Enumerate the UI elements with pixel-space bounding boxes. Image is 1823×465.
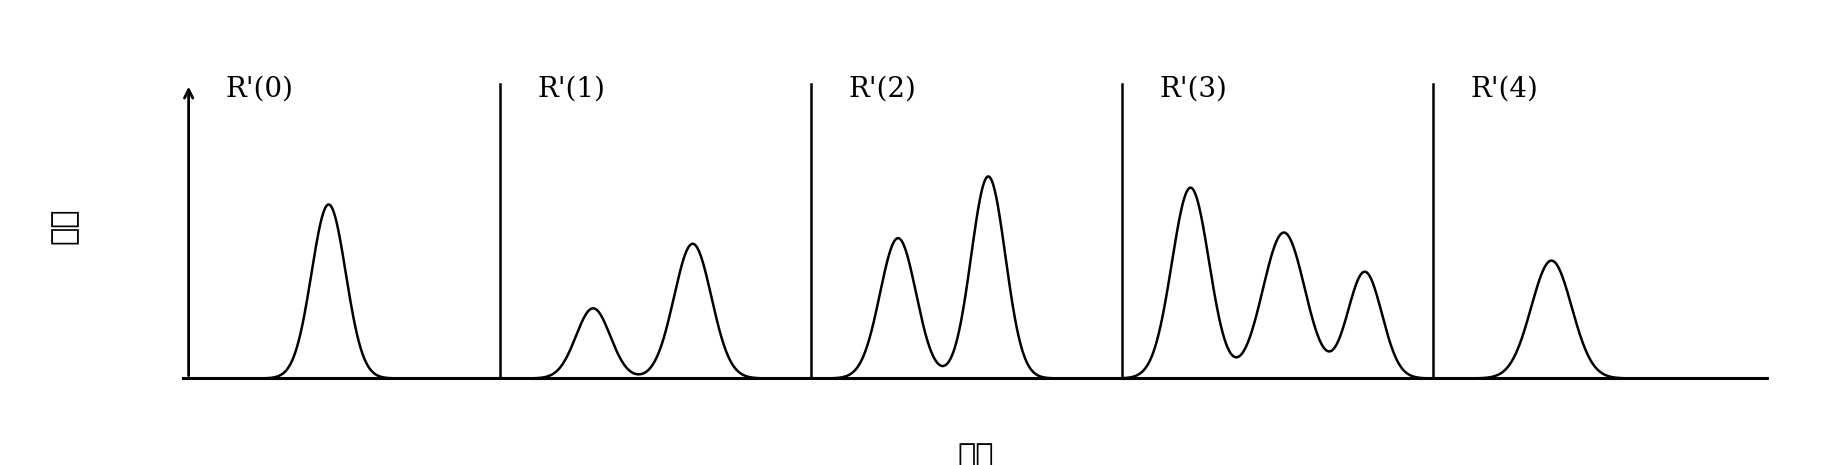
Text: 強度: 強度 <box>49 207 78 244</box>
Text: R'(4): R'(4) <box>1469 75 1537 102</box>
Text: R'(2): R'(2) <box>848 75 915 102</box>
Text: 位置: 位置 <box>957 442 994 465</box>
Text: R'(0): R'(0) <box>226 75 294 102</box>
Text: R'(1): R'(1) <box>536 75 605 102</box>
Text: R'(3): R'(3) <box>1159 75 1227 102</box>
